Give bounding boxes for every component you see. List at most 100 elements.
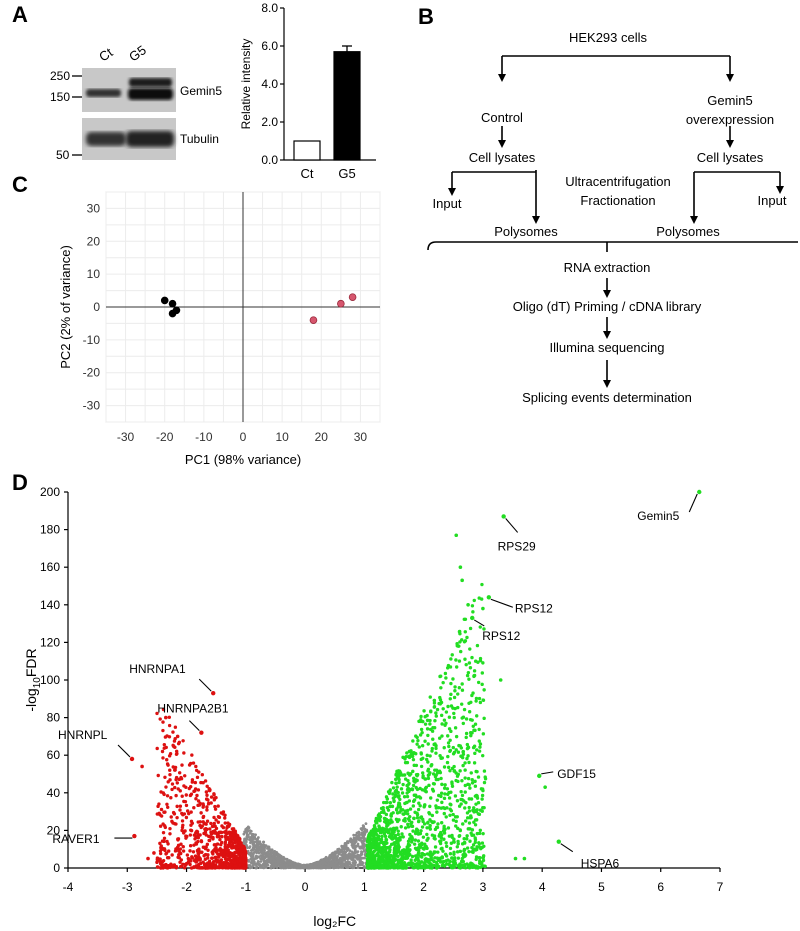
volcano-point-up — [468, 730, 473, 735]
volcano-point-up — [419, 751, 423, 755]
volcano-point-down — [155, 746, 159, 751]
volcano-point-up — [372, 824, 377, 828]
volcano-point-down — [161, 728, 165, 733]
volcano-point-down — [205, 784, 209, 789]
volcano-point-up — [426, 760, 430, 764]
volcano-point-up — [428, 850, 433, 854]
volcano-point-up — [416, 738, 420, 743]
volcano-point-ns — [329, 862, 333, 865]
volcano-point-up — [475, 794, 479, 798]
volcano-point-down — [192, 806, 196, 810]
volcano-point-up — [468, 626, 473, 631]
volcano-point-ns — [279, 858, 283, 862]
volcano-point-down — [239, 866, 244, 870]
volcano-point-down — [238, 859, 242, 863]
volcano-point-up — [389, 818, 393, 822]
volcano-point-up — [383, 817, 387, 821]
volcano-point-up — [460, 578, 464, 583]
volcano-y-tick-label: 180 — [40, 523, 60, 537]
volcano-point-up — [463, 630, 467, 634]
volcano-point-ns — [259, 860, 263, 863]
volcano-point-down — [168, 826, 172, 831]
volcano-point-up — [421, 846, 425, 851]
volcano-point-up — [393, 844, 398, 849]
volcano-point-down — [224, 829, 228, 833]
volcano-point-up — [442, 824, 446, 829]
volcano-point-up — [474, 699, 478, 703]
volcano-point-up — [384, 856, 388, 861]
volcano-point-down — [180, 763, 184, 767]
volcano-point-up — [410, 854, 415, 859]
volcano-point-down — [220, 834, 224, 839]
volcano-point-up — [463, 819, 468, 823]
volcano-point-up — [430, 833, 435, 837]
volcano-point-down — [212, 843, 217, 847]
volcano-point-down — [194, 860, 199, 864]
volcano-point-down — [196, 799, 201, 803]
volcano-point-up — [415, 811, 419, 815]
volcano-point-up — [388, 801, 393, 805]
volcano-point-ns — [346, 865, 350, 868]
flow-input-left: Input — [433, 196, 462, 211]
volcano-point-up — [411, 804, 416, 808]
volcano-point-down — [176, 741, 181, 746]
volcano-point-up — [522, 856, 527, 861]
volcano-point-down — [196, 849, 200, 854]
volcano-point-ns — [319, 865, 323, 869]
pca-point-control — [160, 296, 169, 305]
volcano-point-up — [465, 673, 470, 678]
flow-input-right: Input — [758, 193, 787, 208]
volcano-point-down — [165, 758, 169, 762]
volcano-point-down — [162, 847, 167, 851]
volcano-point-up — [466, 670, 471, 675]
volcano-point-up — [447, 744, 451, 749]
volcano-point-up — [438, 698, 443, 702]
volcano-point-up — [472, 598, 476, 603]
volcano-point-ns — [356, 844, 360, 848]
bar-category-label: G5 — [338, 166, 355, 181]
volcano-point-ns — [294, 862, 298, 866]
volcano-point-down — [191, 761, 196, 765]
volcano-point-down — [229, 836, 234, 840]
volcano-point-up — [460, 755, 465, 760]
volcano-point-up — [425, 753, 429, 758]
volcano-point-up — [410, 754, 415, 759]
volcano-point-up — [437, 793, 441, 798]
volcano-point-up — [482, 780, 487, 785]
volcano-point-up — [444, 841, 448, 845]
volcano-point-up — [368, 863, 373, 867]
volcano-point-up — [400, 832, 404, 836]
volcano-point-up — [396, 769, 401, 773]
volcano-point-up — [480, 671, 485, 675]
volcano-point-down — [162, 836, 167, 841]
volcano-gene-label: GDF15 — [557, 767, 596, 781]
volcano-point-down — [219, 843, 223, 847]
volcano-point-ns — [251, 837, 254, 840]
volcano-point-up — [381, 800, 386, 805]
volcano-point-up — [440, 722, 444, 726]
volcano-point-up — [446, 734, 450, 738]
volcano-gene-label: HSPA6 — [581, 857, 620, 871]
volcano-point-down — [189, 810, 193, 814]
volcano-point-down — [178, 804, 183, 808]
volcano-point-ns — [332, 864, 335, 867]
mw-50: 50 — [56, 148, 70, 162]
volcano-point-up — [423, 715, 427, 719]
volcano-point-down — [243, 849, 247, 853]
volcano-point-up — [409, 749, 413, 753]
volcano-point-up — [453, 689, 457, 693]
volcano-point-up — [399, 787, 404, 791]
volcano-point-down — [201, 814, 206, 819]
volcano-point-up — [433, 837, 437, 841]
volcano-point-down — [188, 761, 193, 766]
volcano-leader-line — [188, 720, 200, 732]
volcano-point-ns — [249, 829, 253, 833]
volcano-point-up — [366, 849, 371, 854]
volcano-point-up — [457, 834, 461, 838]
volcano-point-up — [431, 789, 436, 793]
pca-axes: -30 -20 -10 0 10 20 30 -30 -20 -10 0 10 20 30 PC1 (98%… — [58, 192, 380, 467]
volcano-point-up — [436, 850, 440, 854]
volcano-point-up — [410, 835, 414, 839]
volcano-point-up — [460, 856, 464, 861]
volcano-point-up — [465, 756, 469, 761]
